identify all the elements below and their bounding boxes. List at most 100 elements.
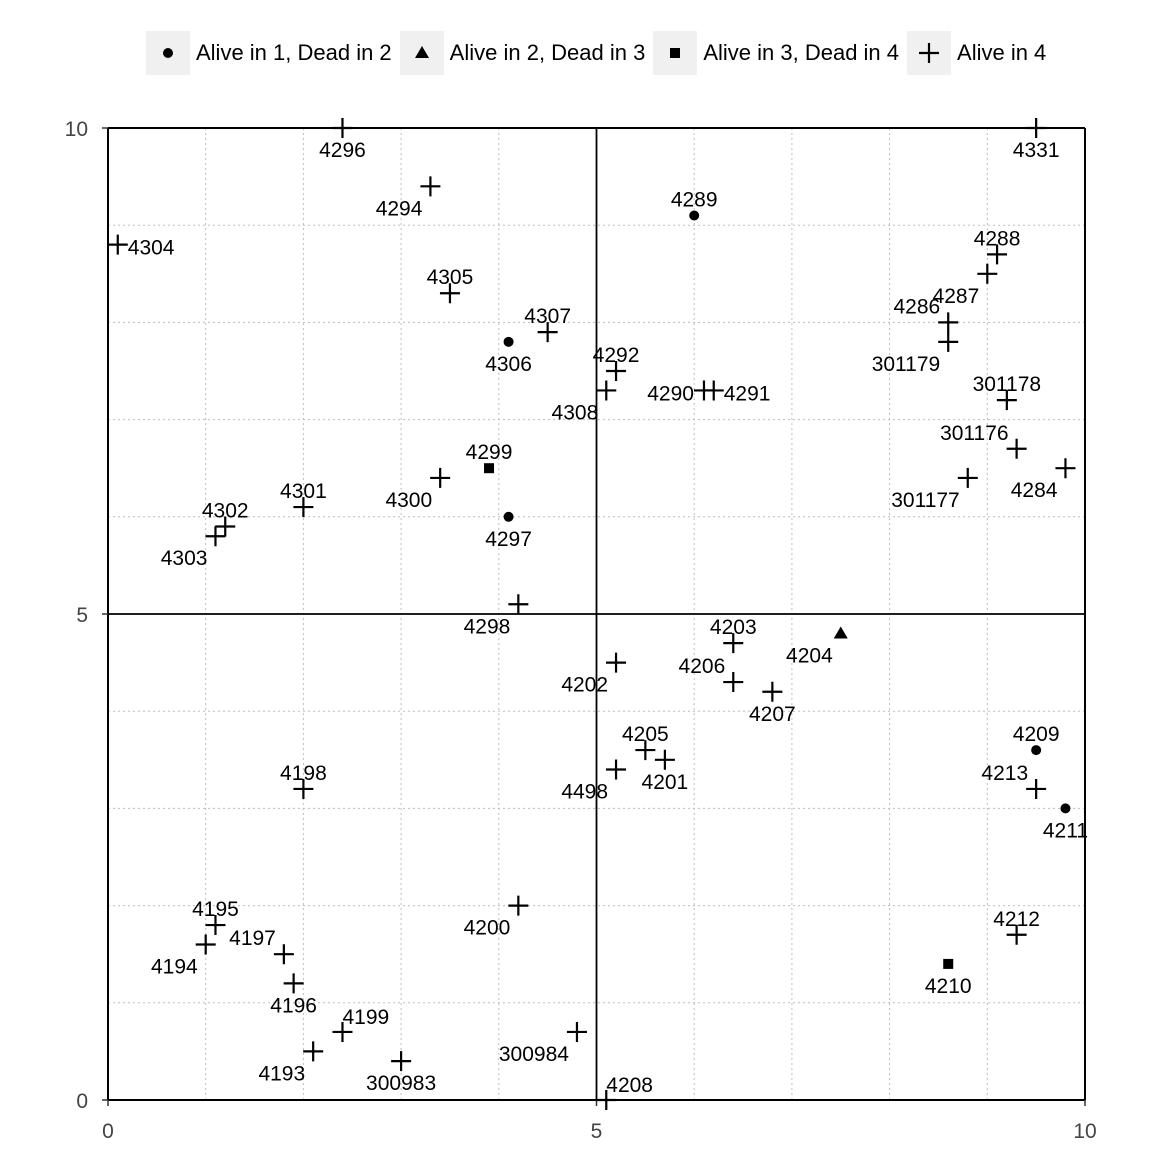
data-point-plus (303, 1041, 324, 1062)
data-point-square (943, 958, 954, 969)
point-label: 4294 (376, 197, 423, 220)
legend-label-0: Alive in 1, Dead in 2 (196, 39, 392, 65)
point-label: 4305 (427, 266, 474, 289)
point-label: 4203 (710, 616, 757, 639)
data-point-plus (273, 944, 294, 965)
point-label: 4290 (647, 382, 694, 405)
point-label: 4205 (622, 723, 669, 746)
point-label: 301178 (973, 373, 1042, 396)
data-point-plus (508, 895, 529, 916)
data-point-plus (1026, 118, 1047, 138)
point-label: 4498 (561, 781, 608, 804)
legend-label-3: Alive in 4 (957, 39, 1047, 65)
data-point-plus (606, 759, 627, 780)
x-tick-label: 5 (591, 1120, 603, 1143)
data-point-circle (1031, 745, 1042, 756)
data-point-plus (606, 361, 627, 381)
legend-key-circle (146, 30, 190, 75)
legend-key-plus (907, 30, 952, 75)
point-label: 4204 (786, 644, 833, 667)
point-label: 4200 (464, 917, 511, 940)
point-label: 4208 (606, 1074, 653, 1097)
point-label: 4207 (749, 703, 796, 726)
data-point-plus (654, 749, 675, 770)
point-label: 4297 (485, 528, 532, 551)
data-point-plus (762, 681, 783, 702)
legend-item-plus: Alive in 4 (907, 30, 1047, 75)
data-point-plus (1026, 778, 1047, 799)
point-label: 301179 (872, 353, 941, 376)
legend-label-2: Alive in 3, Dead in 4 (703, 39, 900, 65)
data-point-plus (1055, 458, 1076, 479)
data-point-circle (503, 336, 514, 347)
legend-key-square (653, 30, 698, 75)
point-label: 4288 (974, 227, 1021, 250)
data-point-square (484, 463, 495, 474)
point-label: 4299 (466, 441, 513, 464)
x-tick-label: 0 (102, 1120, 114, 1143)
point-label: 4291 (724, 382, 771, 405)
y-tick-label: 5 (76, 604, 88, 627)
legend-item-circle: Alive in 1, Dead in 2 (146, 30, 392, 75)
point-label: 4303 (161, 547, 208, 570)
point-label: 4213 (981, 762, 1028, 785)
point-label: 4292 (593, 344, 640, 367)
data-point-plus (635, 740, 656, 761)
data-point-plus (1006, 438, 1027, 459)
data-point-plus (723, 672, 744, 693)
point-label: 4212 (993, 908, 1040, 931)
point-label: 4284 (1011, 479, 1058, 502)
point-label: 4289 (671, 188, 718, 211)
point-label: 4199 (342, 1006, 389, 1029)
point-label: 4206 (679, 655, 726, 678)
point-label: 4202 (561, 674, 608, 697)
point-label: 4296 (319, 139, 366, 162)
point-label: 301177 (891, 489, 960, 512)
data-point-plus (283, 973, 304, 994)
point-label: 4287 (933, 285, 980, 308)
point-label: 4210 (925, 975, 972, 998)
plus-marker-icon (919, 42, 940, 63)
point-label: 300984 (499, 1043, 569, 1066)
y-tick-label: 0 (76, 1090, 88, 1113)
data-point-plus (703, 380, 724, 401)
data-point-plus (1006, 924, 1027, 945)
legend-key-triangle (399, 30, 444, 75)
data-point-plus (293, 778, 314, 799)
legend-label-1: Alive in 2, Dead in 3 (449, 39, 646, 65)
data-point-plus (205, 915, 226, 936)
data-point-plus (938, 312, 959, 333)
data-point-plus (596, 1090, 617, 1110)
data-point-plus (508, 594, 529, 615)
data-point-plus (977, 263, 998, 284)
square-marker-icon (670, 47, 681, 58)
data-point-plus (293, 497, 314, 518)
data-point-plus (430, 467, 451, 488)
chart-legend: Alive in 1, Dead in 2 Alive in 2, Dead i… (146, 30, 1054, 75)
point-label: 4331 (1013, 139, 1060, 162)
point-label: 4301 (280, 480, 327, 503)
data-point-plus (332, 1021, 353, 1042)
data-point-plus (723, 633, 744, 654)
data-point-plus (566, 1021, 587, 1042)
data-point-plus (987, 244, 1008, 265)
point-label: 300983 (366, 1072, 436, 1095)
data-point-plus (996, 390, 1017, 411)
point-label: 4286 (894, 295, 941, 318)
y-tick-label: 10 (65, 118, 88, 141)
data-point-plus (606, 652, 627, 673)
point-label: 4201 (642, 771, 689, 794)
point-label: 4304 (128, 237, 175, 260)
data-point-circle (503, 511, 514, 522)
point-label: 4196 (270, 994, 317, 1017)
data-point-plus (215, 516, 236, 537)
point-label: 4307 (524, 305, 571, 328)
triangle-marker-icon (414, 45, 429, 58)
point-label: 4193 (258, 1062, 305, 1085)
data-point-circle (1060, 803, 1071, 814)
point-label: 4300 (385, 489, 432, 512)
data-point-plus (107, 234, 128, 255)
legend-item-triangle: Alive in 2, Dead in 3 (399, 30, 646, 75)
legend-item-square: Alive in 3, Dead in 4 (653, 30, 900, 75)
circle-marker-icon (163, 47, 173, 58)
